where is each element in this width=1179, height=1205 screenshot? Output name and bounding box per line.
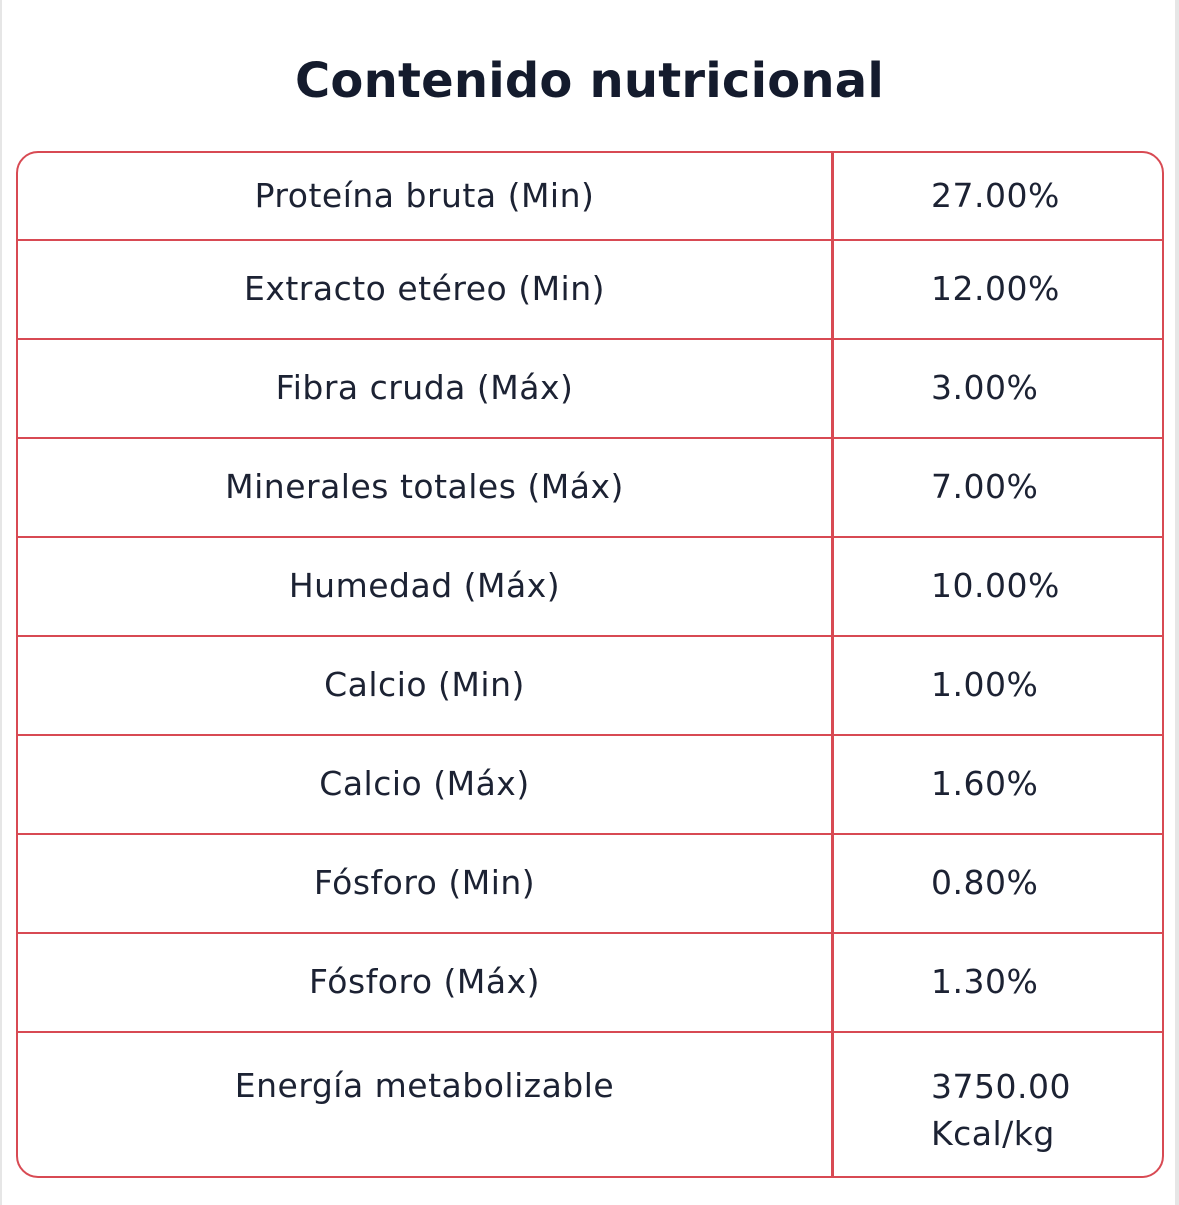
nutrient-value: 1.60%	[931, 764, 1039, 803]
table-row: Fósforo (Min) 0.80%	[18, 833, 1162, 932]
table-row: Fósforo (Máx) 1.30%	[18, 932, 1162, 1031]
nutrient-label: Fósforo (Máx)	[309, 962, 540, 1001]
nutrient-value-unit: Kcal/kg	[931, 1114, 1055, 1153]
nutrient-label: Calcio (Máx)	[319, 764, 530, 803]
nutrient-value: 27.00%	[931, 176, 1060, 215]
left-edge-divider	[0, 0, 2, 1205]
right-edge-divider	[1175, 0, 1179, 1205]
nutrient-label: Fósforo (Min)	[313, 863, 536, 902]
table-row: Proteína bruta (Min) 27.00%	[18, 153, 1162, 239]
page-title: Contenido nutricional	[294, 53, 885, 109]
nutrition-table: Proteína bruta (Min) 27.00% Extracto eté…	[16, 151, 1164, 1178]
nutrient-label: Extracto etéreo (Min)	[243, 269, 606, 308]
table-row: Humedad (Máx) 10.00%	[18, 536, 1162, 635]
nutrient-value: 3750.00 Kcal/kg	[931, 1063, 1131, 1157]
nutrient-label: Energía metabolizable	[234, 1066, 615, 1105]
nutrient-value: 1.00%	[931, 665, 1039, 704]
nutrient-label: Calcio (Min)	[324, 665, 525, 704]
nutrient-value: 1.30%	[931, 962, 1039, 1001]
nutrient-value: 10.00%	[931, 566, 1060, 605]
table-row: Calcio (Min) 1.00%	[18, 635, 1162, 734]
table-row: Minerales totales (Máx) 7.00%	[18, 437, 1162, 536]
nutrient-label: Humedad (Máx)	[288, 566, 561, 605]
nutrient-label: Minerales totales (Máx)	[225, 467, 624, 506]
column-divider	[831, 153, 834, 1176]
nutrient-value: 0.80%	[931, 863, 1039, 902]
nutrient-value: 3.00%	[931, 368, 1039, 407]
nutrient-value: 12.00%	[931, 269, 1060, 308]
table-row: Extracto etéreo (Min) 12.00%	[18, 239, 1162, 338]
nutrient-value-amount: 3750.00	[931, 1067, 1071, 1106]
table-row: Energía metabolizable 3750.00 Kcal/kg	[18, 1031, 1162, 1176]
table-row: Fibra cruda (Máx) 3.00%	[18, 338, 1162, 437]
nutrient-value: 7.00%	[931, 467, 1039, 506]
table-row: Calcio (Máx) 1.60%	[18, 734, 1162, 833]
nutrient-label: Fibra cruda (Máx)	[275, 368, 574, 407]
nutrient-label: Proteína bruta (Min)	[254, 176, 595, 215]
